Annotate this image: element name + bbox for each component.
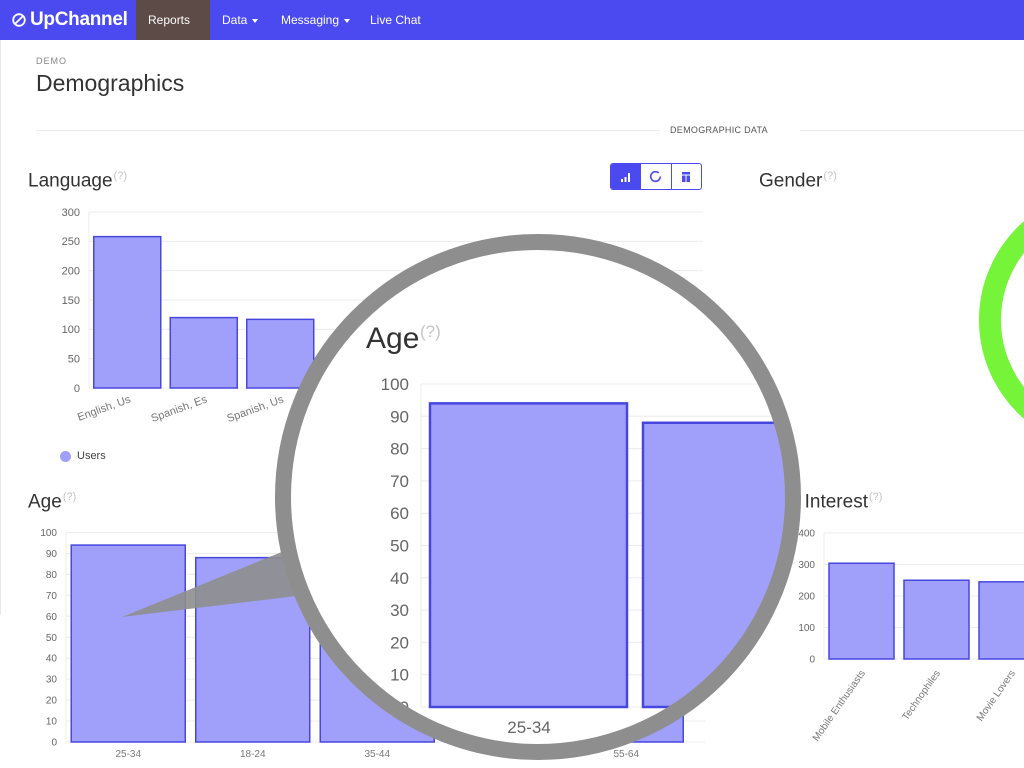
- age-y-tick: 20: [46, 696, 58, 707]
- interest-bar: [903, 579, 970, 660]
- breadcrumb: DEMO: [36, 56, 67, 66]
- gender-title: Gender(?): [759, 170, 837, 192]
- magnifier-y-tick: 60: [390, 504, 409, 523]
- magnifier-pointer: [122, 549, 296, 617]
- interest-y-tick: 200: [798, 592, 815, 603]
- brand-icon: [12, 13, 26, 27]
- nav-live-chat[interactable]: Live Chat: [358, 0, 433, 40]
- age-y-tick: 100: [40, 528, 57, 539]
- age-y-tick: 60: [46, 612, 58, 623]
- nav-messaging-label: Messaging: [281, 13, 340, 27]
- nav-reports-label: Reports: [148, 13, 191, 27]
- language-y-tick: 150: [62, 295, 80, 307]
- help-marker[interactable]: (?): [868, 491, 883, 503]
- magnifier-y-tick: 30: [390, 601, 409, 620]
- gender-title-text: Gender: [759, 170, 823, 192]
- magnifier-ring: [275, 234, 801, 760]
- age-title: Age(?): [28, 491, 76, 513]
- interest-y-tick: 300: [798, 560, 815, 571]
- language-y-tick: 100: [62, 324, 80, 336]
- magnifier-help-marker: (?): [420, 322, 441, 341]
- legend-label: Users: [77, 450, 106, 462]
- chart-type-switcher: [610, 163, 702, 190]
- age-y-tick: 90: [46, 549, 58, 560]
- interest-bar: [978, 581, 1024, 660]
- interest-y-tick: 0: [809, 655, 815, 666]
- caret-down-icon: [252, 18, 259, 23]
- language-y-tick: 200: [62, 266, 80, 278]
- language-bar: [93, 235, 162, 389]
- magnifier-y-tick: 10: [390, 666, 409, 685]
- top-navbar: UpChannel Reports Data Messaging Live Ch…: [0, 0, 1024, 63]
- age-title-text: Age: [28, 491, 62, 513]
- bar-chart-icon: [620, 172, 630, 182]
- section-divider-right: [800, 130, 1024, 131]
- language-y-tick: 250: [62, 236, 80, 248]
- help-marker[interactable]: (?): [823, 170, 837, 182]
- language-title: Language(?): [28, 170, 127, 192]
- magnifier-bar: [428, 402, 629, 709]
- interest-bar: [828, 562, 895, 660]
- language-legend[interactable]: Users: [60, 450, 106, 462]
- section-divider-left: [36, 130, 661, 131]
- caret-down-icon: [153, 58, 159, 63]
- bar-chart-button[interactable]: [611, 164, 642, 189]
- age-bar: [70, 544, 186, 743]
- magnifier-y-tick: 70: [390, 472, 409, 491]
- help-marker[interactable]: (?): [113, 170, 127, 182]
- age-x-tick: 55-64: [613, 749, 639, 760]
- age-y-tick: 70: [46, 591, 58, 602]
- age-y-tick: 10: [46, 717, 58, 728]
- magnifier-y-tick: 80: [390, 440, 409, 459]
- age-y-tick: 80: [46, 570, 58, 581]
- caret-down-icon: [344, 18, 351, 23]
- nav-messaging[interactable]: Messaging: [269, 0, 362, 40]
- magnifier-y-tick: 40: [390, 569, 409, 588]
- age-y-tick: 40: [46, 654, 58, 665]
- language-y-tick: 50: [68, 354, 80, 366]
- age-x-tick: 35-44: [364, 749, 390, 760]
- interest-y-tick: 400: [798, 529, 815, 540]
- brand-logo[interactable]: UpChannel: [12, 0, 128, 40]
- interest-title-text: r Interest: [793, 491, 868, 513]
- brand-name: UpChannel: [30, 9, 128, 30]
- age-y-tick: 50: [46, 633, 58, 644]
- language-y-tick: 300: [62, 207, 80, 219]
- magnifier-y-tick: 100: [381, 375, 409, 394]
- language-bar: [169, 316, 238, 389]
- content-border: [0, 40, 1, 615]
- interest-y-tick: 100: [798, 623, 815, 634]
- magnifier-bar: [641, 421, 790, 709]
- language-bar: [246, 318, 315, 389]
- magnifier-y-tick: 90: [390, 407, 409, 426]
- interest-title: r Interest(?): [793, 491, 882, 513]
- age-x-tick: 18-24: [240, 749, 266, 760]
- legend-swatch: [60, 450, 71, 462]
- magnifier-y-tick: 50: [390, 537, 409, 556]
- doughnut-chart-button[interactable]: [641, 164, 672, 189]
- table-button[interactable]: [672, 164, 701, 189]
- doughnut-chart-icon: [650, 170, 662, 183]
- language-y-tick: 0: [74, 383, 80, 395]
- age-y-tick: 30: [46, 675, 58, 686]
- table-icon: [682, 171, 691, 182]
- magnifier-title: Age: [366, 322, 419, 355]
- help-marker[interactable]: (?): [62, 491, 77, 503]
- section-label: DEMOGRAPHIC DATA: [660, 125, 778, 135]
- magnifier-x-tick: 25-34: [507, 718, 550, 737]
- nav-reports[interactable]: Reports: [136, 0, 210, 63]
- age-x-tick: 25-34: [115, 749, 141, 760]
- nav-data[interactable]: Data: [210, 0, 270, 40]
- magnifier-y-tick: 20: [390, 633, 409, 652]
- nav-data-label: Data: [222, 13, 248, 27]
- nav-live-chat-label: Live Chat: [370, 13, 421, 27]
- language-title-text: Language: [28, 170, 113, 192]
- page-title: Demographics: [36, 70, 185, 96]
- age-y-tick: 0: [51, 738, 57, 749]
